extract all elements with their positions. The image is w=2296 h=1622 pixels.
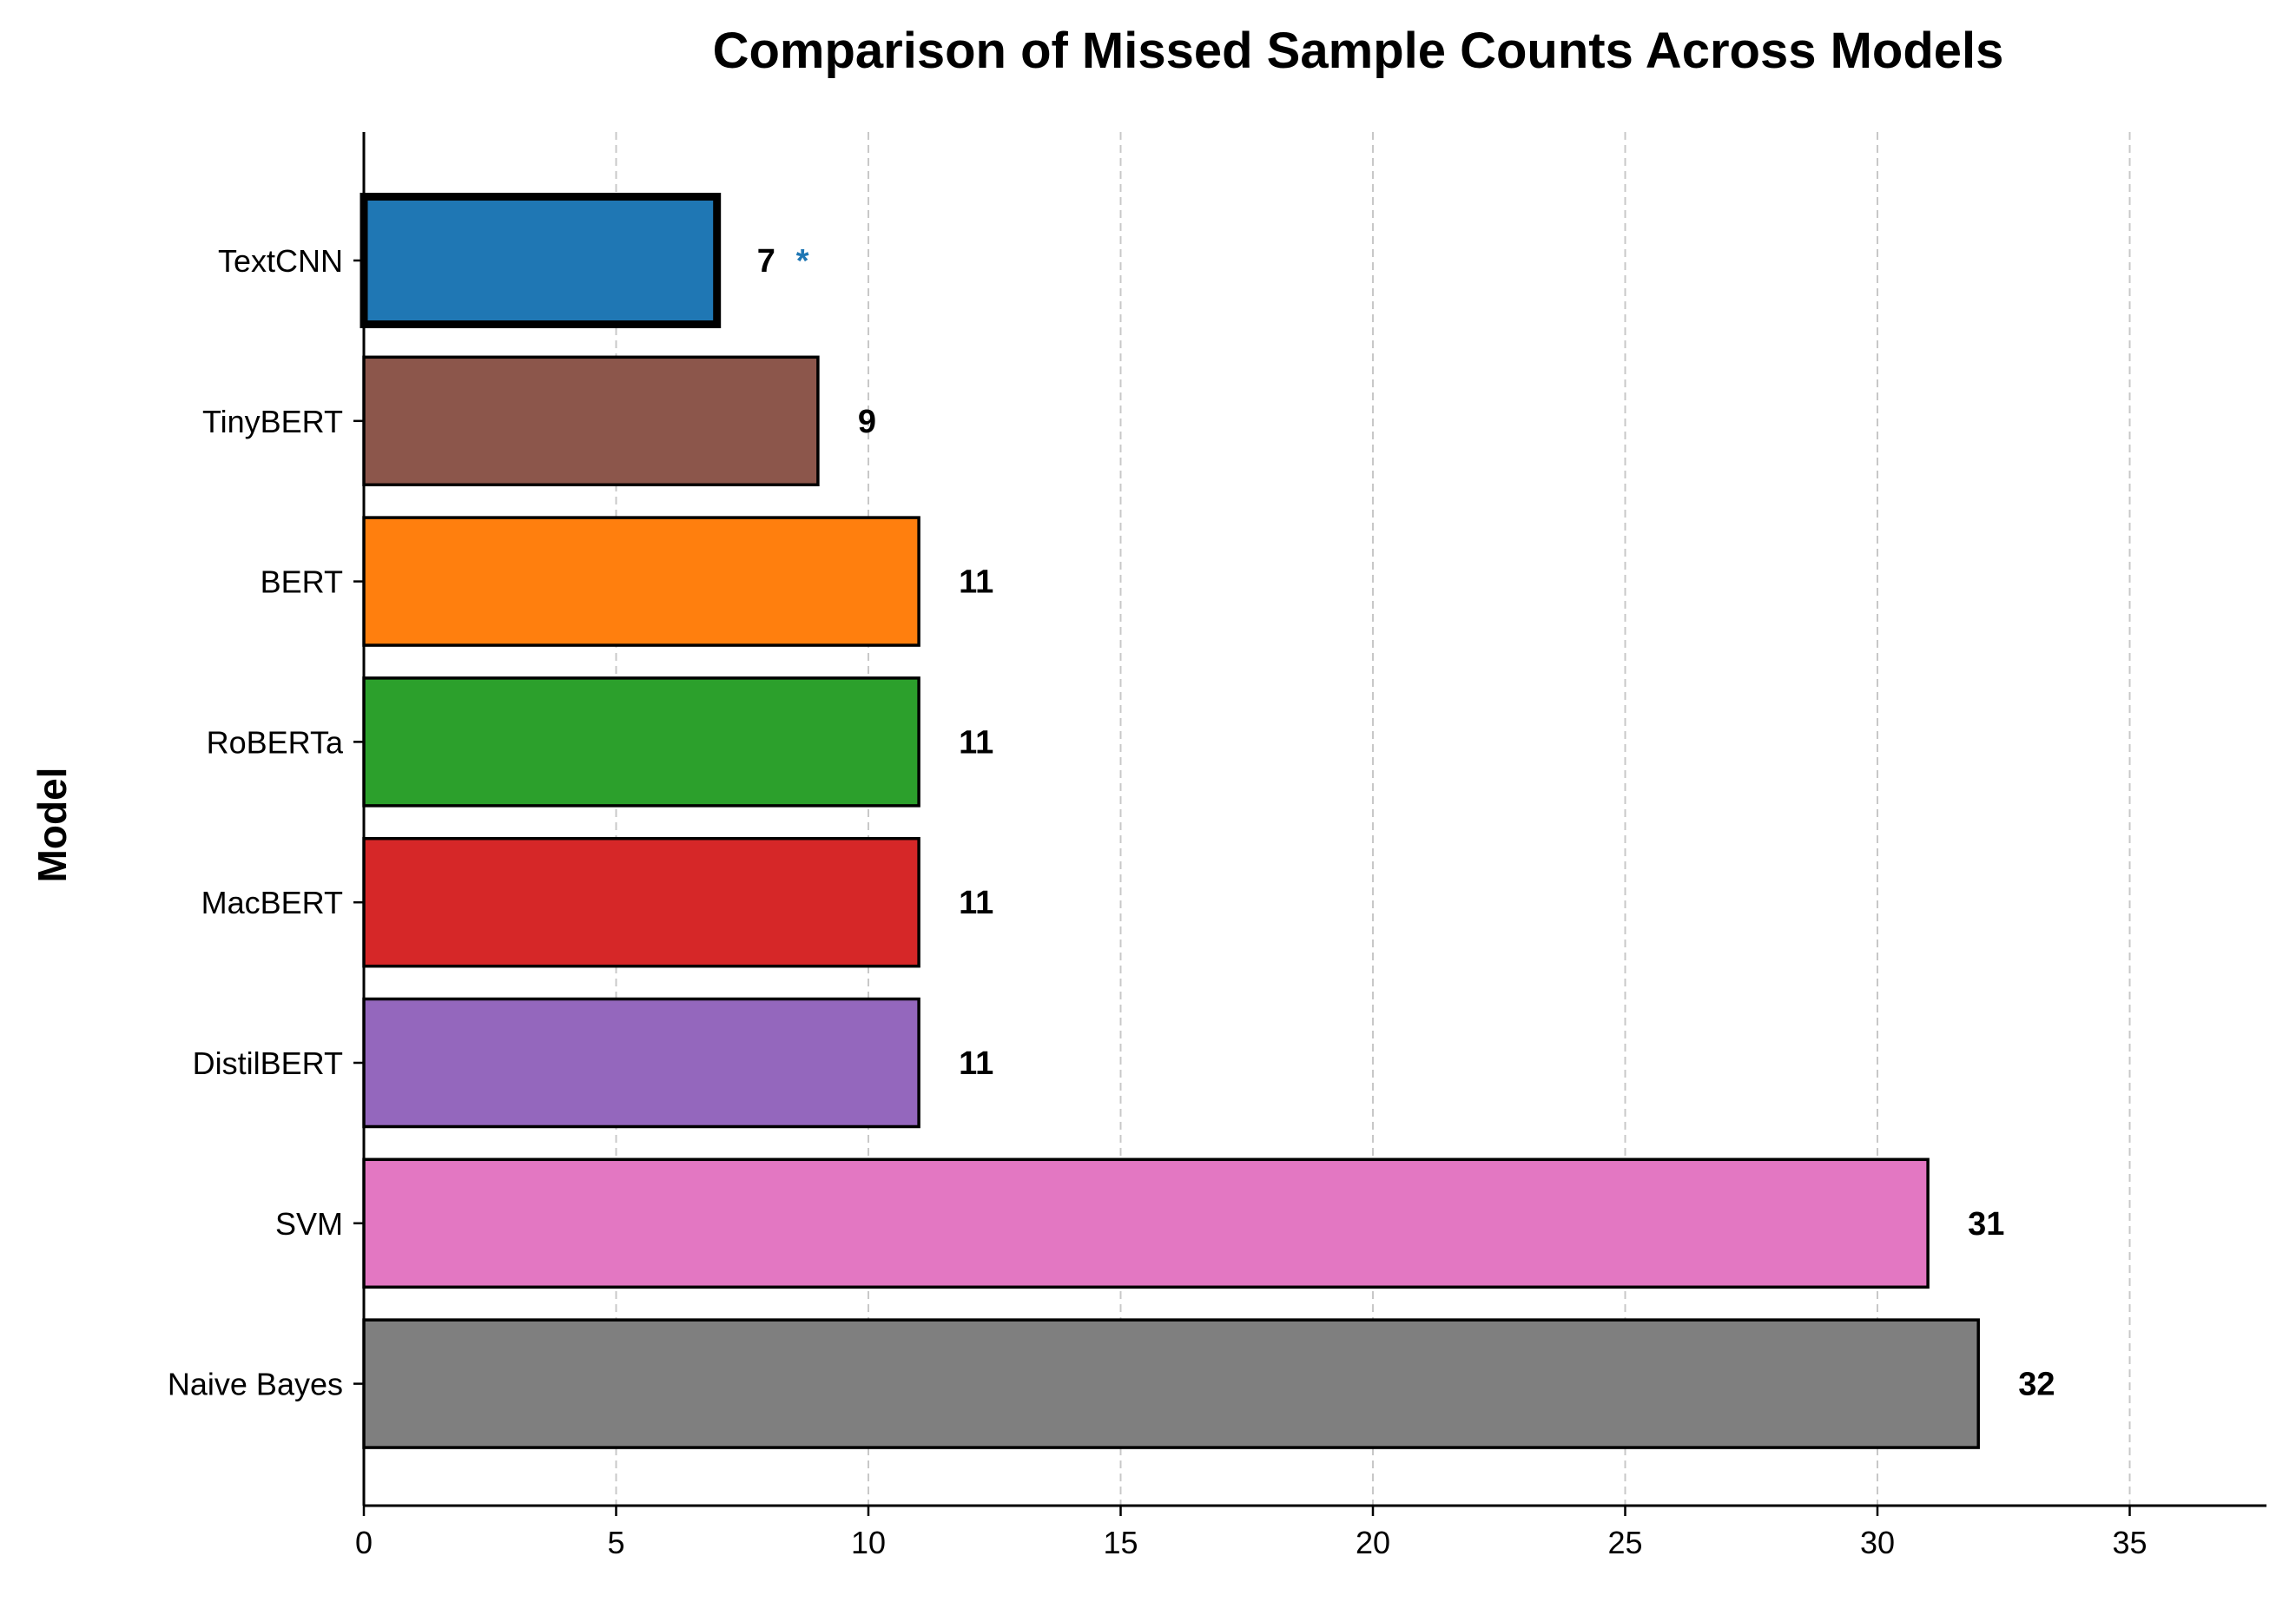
- value-label-macbert: 11: [959, 885, 993, 921]
- bar-macbert: [362, 836, 920, 968]
- y-axis-ticks: TextCNN TinyBERT BERT RoBERTa MacBERT DistilB…: [168, 243, 364, 1402]
- value-label-tinybert: 9: [858, 404, 876, 440]
- x-tick-label-5: 5: [607, 1525, 624, 1560]
- y-tick-label-macbert: MacBERT: [201, 885, 343, 920]
- y-tick-label-distilbert: DistilBERT: [193, 1045, 343, 1081]
- value-label-svm: 31: [1968, 1206, 2004, 1243]
- highlight-marker: *: [796, 243, 809, 280]
- bar-svm: [362, 1157, 1930, 1289]
- axes: [362, 132, 2266, 1507]
- bar-roberta: [362, 676, 920, 808]
- y-axis-label: Model: [30, 768, 75, 883]
- x-tick-label-20: 20: [1356, 1525, 1390, 1560]
- bar-tinybert: [362, 355, 820, 487]
- bar-textcnn: [360, 193, 722, 328]
- y-tick-label-naive-bayes: Naive Bayes: [168, 1367, 343, 1402]
- bar-bert: [362, 516, 920, 647]
- y-tick-label-tinybert: TinyBERT: [202, 404, 343, 439]
- y-tick-label-roberta: RoBERTa: [207, 724, 344, 760]
- value-label-bert: 11: [959, 564, 993, 601]
- value-label-roberta: 11: [959, 724, 993, 761]
- bar-distilbert: [362, 997, 920, 1129]
- data-labels: 7 * 9 11 11 11 11 31 32: [757, 243, 2055, 1403]
- y-tick-label-svm: SVM: [275, 1206, 343, 1242]
- x-tick-label-10: 10: [851, 1525, 886, 1560]
- bars: [360, 193, 1980, 1449]
- x-axis-ticks: 0 5 10 15 20 25 30 35: [355, 1506, 2148, 1560]
- bar-naive-bayes: [362, 1318, 1980, 1449]
- x-tick-label-35: 35: [2112, 1525, 2147, 1560]
- x-tick-label-30: 30: [1860, 1525, 1895, 1560]
- x-tick-label-0: 0: [355, 1525, 373, 1560]
- x-tick-label-15: 15: [1103, 1525, 1138, 1560]
- chart-title: Comparison of Missed Sample Counts Acros…: [713, 23, 2004, 79]
- value-label-distilbert: 11: [959, 1045, 993, 1082]
- value-label-naive-bayes: 32: [2018, 1367, 2055, 1403]
- y-tick-label-bert: BERT: [261, 564, 343, 600]
- x-tick-label-25: 25: [1607, 1525, 1642, 1560]
- value-label-textcnn: 7: [757, 243, 775, 280]
- grid-lines: [615, 132, 2131, 1506]
- y-tick-label-textcnn: TextCNN: [218, 243, 343, 279]
